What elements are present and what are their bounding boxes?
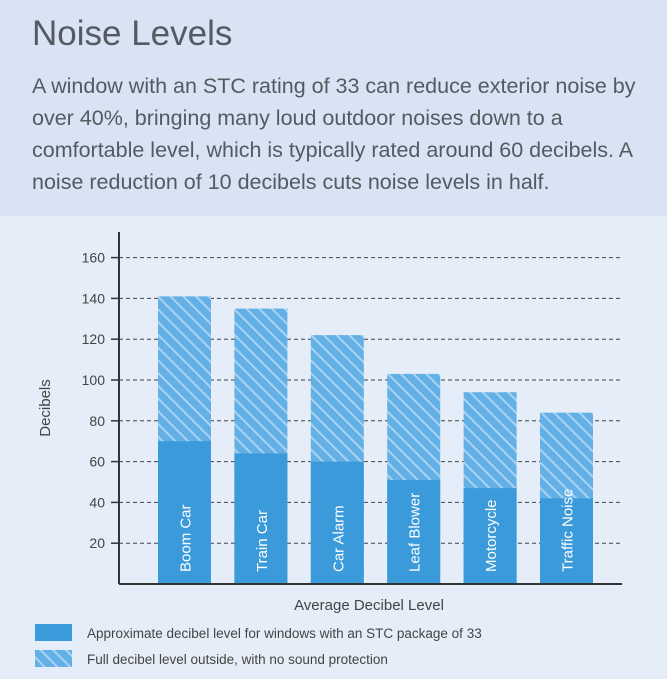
legend-entry: Full decibel level outside, with no soun…	[87, 652, 388, 667]
y-tick-label: 60	[89, 454, 105, 470]
legend-swatch-solid	[35, 624, 72, 641]
y-tick-label: 80	[89, 413, 105, 429]
bar-stc-0	[158, 441, 211, 584]
category-label: Traffic Noise	[560, 489, 577, 572]
y-tick-label: 100	[82, 372, 106, 388]
header: Noise Levels A window with an STC rating…	[0, 0, 667, 216]
y-tick-label: 20	[89, 535, 105, 551]
bar-stc-4	[463, 488, 517, 584]
bar-stc-2	[310, 461, 364, 584]
y-tick-label: 40	[89, 494, 105, 510]
category-label: Car Alarm	[330, 505, 347, 572]
y-tick-label: 120	[82, 331, 106, 347]
y-axis-label: Decibels	[37, 379, 54, 437]
bar-stc-5	[540, 498, 593, 584]
x-axis-label: Average Decibel Level	[294, 597, 444, 614]
category-label: Boom Car	[178, 504, 195, 572]
bar-stc-1	[234, 453, 288, 584]
legend-entry: Approximate decibel level for windows wi…	[87, 626, 482, 641]
legend-swatch-hatched	[35, 650, 72, 667]
y-tick-label: 160	[82, 250, 106, 266]
description: A window with an STC rating of 33 can re…	[32, 74, 636, 194]
bar-stc-3	[387, 479, 441, 584]
category-label: Train Car	[254, 510, 271, 572]
category-label: Motorcycle	[483, 499, 500, 572]
category-label: Leaf Blower	[407, 493, 424, 572]
y-tick-label: 140	[82, 290, 106, 306]
page-title: Noise Levels	[32, 14, 233, 53]
